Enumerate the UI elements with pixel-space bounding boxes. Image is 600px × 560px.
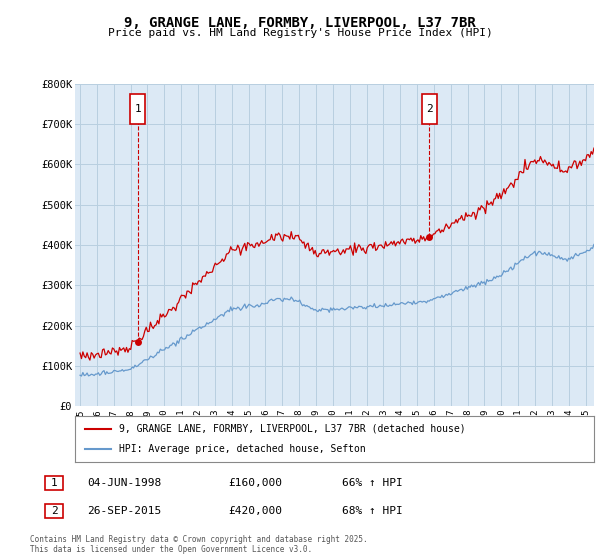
Text: 9, GRANGE LANE, FORMBY, LIVERPOOL, L37 7BR: 9, GRANGE LANE, FORMBY, LIVERPOOL, L37 7… <box>124 16 476 30</box>
Text: 2: 2 <box>426 104 433 114</box>
Text: 1: 1 <box>134 104 141 114</box>
Text: Contains HM Land Registry data © Crown copyright and database right 2025.
This d: Contains HM Land Registry data © Crown c… <box>30 535 368 554</box>
Text: £160,000: £160,000 <box>228 478 282 488</box>
Text: 1: 1 <box>50 478 58 488</box>
FancyBboxPatch shape <box>422 94 437 124</box>
Text: 04-JUN-1998: 04-JUN-1998 <box>87 478 161 488</box>
Text: 68% ↑ HPI: 68% ↑ HPI <box>342 506 403 516</box>
Text: HPI: Average price, detached house, Sefton: HPI: Average price, detached house, Seft… <box>119 444 366 454</box>
FancyBboxPatch shape <box>130 94 145 124</box>
Text: 2: 2 <box>50 506 58 516</box>
Text: £420,000: £420,000 <box>228 506 282 516</box>
Text: Price paid vs. HM Land Registry's House Price Index (HPI): Price paid vs. HM Land Registry's House … <box>107 28 493 38</box>
Text: 26-SEP-2015: 26-SEP-2015 <box>87 506 161 516</box>
Text: 9, GRANGE LANE, FORMBY, LIVERPOOL, L37 7BR (detached house): 9, GRANGE LANE, FORMBY, LIVERPOOL, L37 7… <box>119 423 466 433</box>
Text: 66% ↑ HPI: 66% ↑ HPI <box>342 478 403 488</box>
